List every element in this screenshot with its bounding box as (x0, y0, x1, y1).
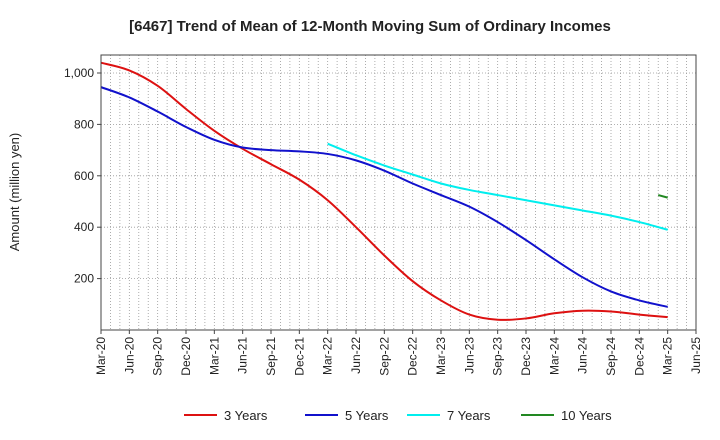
y-axis-ticks: 200 400 600 800 1,000 (64, 66, 101, 286)
plot-frame (100, 54, 697, 331)
x-tick-label: Dec-21 (292, 337, 306, 376)
x-tick-label: Jun-22 (349, 337, 363, 374)
x-tick-label: Dec-23 (519, 337, 533, 376)
y-tick-label: 1,000 (64, 66, 94, 80)
legend: 3 Years 5 Years 7 Years 10 Years (184, 408, 612, 423)
series-line-10-years (657, 194, 668, 199)
y-tick-label: 600 (74, 169, 94, 183)
x-tick-label: Mar-21 (207, 337, 221, 375)
y-tick-label: 400 (74, 220, 94, 234)
series-line-5-years (100, 86, 668, 308)
x-tick-label: Jun-21 (236, 337, 250, 374)
series-line-3-years (100, 61, 668, 321)
x-tick-label: Dec-24 (632, 337, 646, 376)
series-line-7-years (327, 142, 668, 231)
legend-label: 3 Years (224, 408, 268, 423)
y-tick-label: 800 (74, 117, 94, 131)
x-tick-label: Dec-22 (406, 337, 420, 376)
x-tick-label: Sep-24 (604, 337, 618, 376)
y-tick-label: 200 (74, 272, 94, 286)
x-tick-label: Sep-21 (264, 337, 278, 376)
legend-label: 7 Years (447, 408, 491, 423)
y-axis-label: Amount (million yen) (7, 133, 22, 252)
x-tick-label: Jun-24 (576, 337, 590, 374)
x-tick-label: Mar-23 (434, 337, 448, 375)
x-tick-label: Sep-20 (151, 337, 165, 376)
x-tick-label: Mar-22 (321, 337, 335, 375)
x-tick-label: Jun-25 (689, 337, 703, 374)
x-tick-label: Mar-25 (661, 337, 675, 375)
x-tick-label: Sep-23 (491, 337, 505, 376)
x-tick-label: Jun-23 (462, 337, 476, 374)
chart-title: [6467] Trend of Mean of 12-Month Moving … (129, 18, 611, 35)
grid (101, 55, 696, 330)
x-tick-label: Jun-20 (122, 337, 136, 374)
legend-label: 5 Years (345, 408, 389, 423)
x-axis-ticks: Mar-20 Jun-20 Sep-20 Dec-20 Mar-21 Jun-21 Sep-… (94, 330, 703, 376)
series-lines (100, 61, 668, 321)
legend-label: 10 Years (561, 408, 612, 423)
x-tick-label: Dec-20 (179, 337, 193, 376)
x-tick-label: Sep-22 (377, 337, 391, 376)
x-tick-label: Mar-24 (547, 337, 561, 375)
x-tick-label: Mar-20 (94, 337, 108, 375)
